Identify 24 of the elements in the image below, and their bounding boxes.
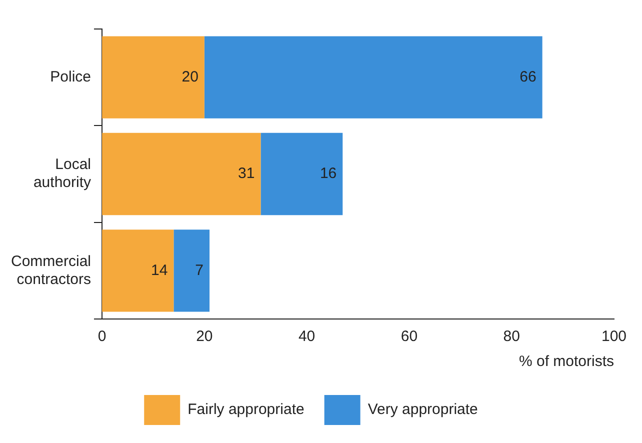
x-tick-label: 80: [503, 328, 520, 346]
data-label: 66: [520, 68, 536, 86]
bar: [102, 230, 174, 312]
x-tick-label: 100: [601, 328, 627, 346]
x-tick-label: 60: [400, 328, 418, 346]
y-tick-label: Local authority: [33, 156, 92, 192]
data-label: 16: [320, 165, 337, 182]
bar: [174, 230, 210, 312]
data-label: 31: [238, 165, 255, 182]
x-axis-title: % of motorists: [518, 353, 614, 370]
x-tick-label: 0: [98, 328, 106, 346]
y-tick-label: Police: [50, 68, 92, 86]
legend-label: Fairly appropriate: [188, 401, 304, 418]
x-tick-label: 20: [196, 328, 213, 346]
legend-label: Very appropriate: [368, 401, 478, 418]
y-tick-label: Commercial contractors: [10, 252, 92, 288]
bar: [204, 36, 542, 118]
data-label: 7: [195, 262, 204, 279]
x-tick-label: 40: [298, 328, 316, 346]
data-label: 20: [182, 68, 198, 86]
data-label: 14: [151, 262, 168, 279]
bar: [102, 132, 261, 216]
bar: [260, 132, 343, 216]
bar: [102, 36, 204, 118]
